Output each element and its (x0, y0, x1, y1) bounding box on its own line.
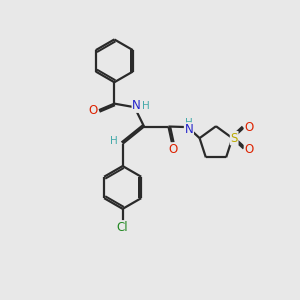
Text: N: N (184, 123, 193, 136)
Text: Cl: Cl (117, 221, 128, 234)
Text: H: H (142, 101, 150, 111)
Text: O: O (244, 142, 253, 156)
Text: O: O (244, 121, 253, 134)
Text: O: O (88, 104, 98, 117)
Text: N: N (132, 99, 141, 112)
Text: S: S (230, 132, 238, 145)
Text: H: H (110, 136, 118, 146)
Text: H: H (185, 118, 193, 128)
Text: O: O (169, 143, 178, 156)
